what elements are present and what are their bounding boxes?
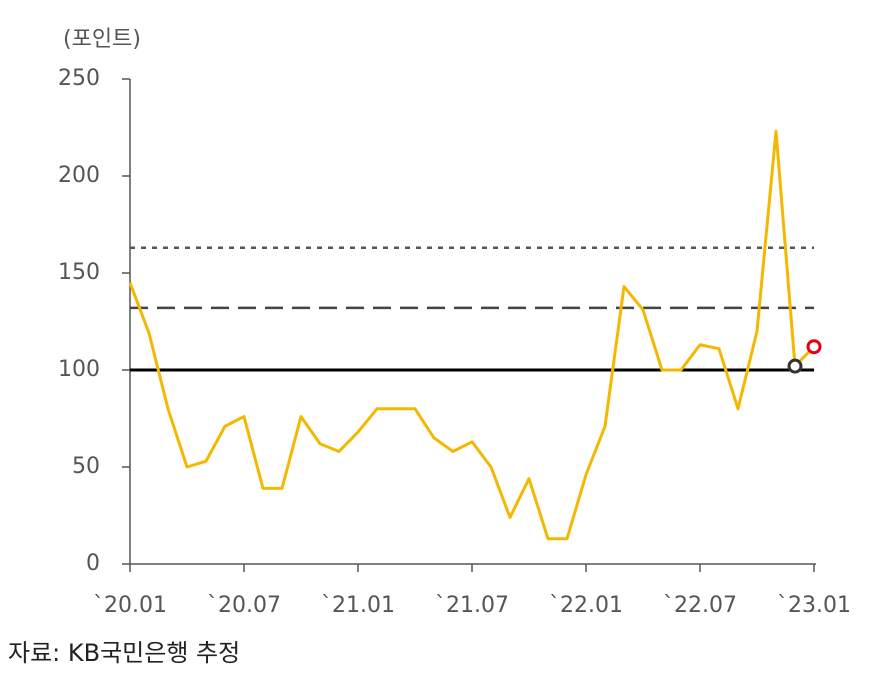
- y-tick-label: 250: [58, 66, 100, 91]
- x-tick-label: `20.07: [207, 593, 281, 618]
- y-tick-label: 100: [58, 357, 100, 382]
- y-tick-label: 150: [58, 260, 100, 285]
- source-note: 자료: KB국민은행 추정: [8, 639, 240, 667]
- x-tick-label: `20.01: [93, 593, 167, 618]
- x-tick-label: `21.07: [435, 593, 509, 618]
- x-tick-label: `22.01: [549, 593, 623, 618]
- y-tick-label: 0: [86, 551, 100, 576]
- y-tick-label: 50: [72, 454, 100, 479]
- y-tick-label: 200: [58, 163, 100, 188]
- x-tick-label: `22.07: [663, 593, 737, 618]
- highlight-point: [806, 339, 822, 355]
- x-tick-label: `23.01: [777, 593, 851, 618]
- highlight-point: [787, 358, 803, 374]
- y-axis-label: (포인트): [63, 27, 141, 52]
- data-line: [128, 129, 816, 541]
- x-tick-label: `21.01: [321, 593, 395, 618]
